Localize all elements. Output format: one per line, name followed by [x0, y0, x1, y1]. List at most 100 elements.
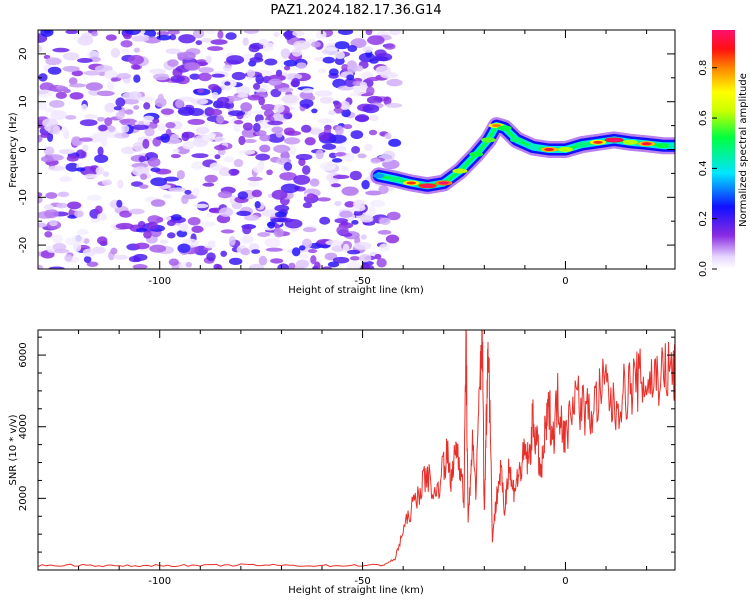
noise-blob [217, 191, 233, 199]
noise-blob [244, 214, 260, 221]
noise-blob [200, 38, 213, 43]
noise-blob [68, 83, 87, 88]
noise-blob [214, 154, 221, 160]
noise-blob [57, 191, 70, 198]
noise-blob [237, 191, 249, 200]
noise-blob [187, 118, 206, 125]
noise-blob [321, 49, 331, 54]
noise-blob [86, 261, 99, 267]
noise-blob [251, 189, 262, 198]
noise-blob [319, 216, 331, 225]
ridge-hotspot [622, 139, 638, 145]
snr-y-tick-label: 6000 [18, 342, 29, 367]
noise-blob [275, 211, 287, 218]
noise-blob [292, 30, 305, 37]
noise-blob [44, 231, 53, 238]
noise-blob [43, 209, 59, 219]
noise-blob [310, 41, 322, 48]
noise-blob [367, 35, 385, 45]
snr-y-tick-label: 2000 [18, 486, 29, 511]
noise-blob [255, 74, 264, 85]
noise-blob [388, 138, 402, 147]
noise-blob [86, 194, 102, 201]
noise-blob [143, 230, 152, 239]
noise-blob [119, 210, 132, 218]
noise-blob [142, 138, 150, 149]
ridge-outer-band [370, 117, 675, 195]
noise-blob [194, 203, 209, 209]
noise-blob [331, 158, 343, 163]
noise-blob [207, 46, 224, 52]
noise-blob [75, 167, 86, 172]
noise-blob [191, 161, 204, 170]
noise-blob [365, 190, 383, 196]
noise-blob [182, 131, 195, 139]
noise-blob [248, 263, 265, 269]
noise-blob [260, 103, 277, 111]
noise-blob [62, 65, 80, 72]
noise-blob [242, 225, 252, 235]
noise-blob [69, 92, 84, 100]
noise-blob [182, 141, 195, 150]
noise-blob [185, 261, 193, 268]
noise-blob [284, 219, 303, 229]
noise-blob [319, 96, 334, 104]
noise-blob [238, 135, 246, 146]
noise-blob [242, 37, 249, 46]
noise-blob [301, 88, 314, 94]
noise-blob [335, 145, 347, 153]
noise-blob [220, 250, 228, 257]
noise-blob [214, 144, 227, 151]
noise-blob [83, 70, 101, 76]
ridge-hotspot [526, 144, 540, 150]
noise-blob [362, 46, 374, 53]
noise-blob [366, 86, 375, 96]
noise-blob [38, 264, 44, 269]
noise-blob [243, 30, 259, 34]
noise-blob [163, 215, 172, 221]
colorbar-tick-label: 0.8 [698, 60, 709, 76]
noise-blob [220, 229, 235, 234]
noise-blob [131, 35, 150, 42]
noise-blob [247, 94, 261, 101]
noise-blob [243, 139, 257, 144]
noise-blob [119, 119, 131, 124]
noise-blob [284, 73, 303, 81]
noise-blob [386, 78, 403, 87]
colorbar: 0.0 0.2 0.4 0.6 0.8 Normalized spectral ampl… [698, 30, 749, 277]
noise-blob [368, 129, 378, 136]
noise-blob [40, 155, 54, 163]
noise-blob [94, 154, 109, 163]
noise-blob [216, 102, 231, 109]
noise-blob [48, 266, 65, 269]
noise-blob [248, 44, 260, 53]
noise-blob [321, 266, 333, 269]
noise-blob [132, 264, 148, 269]
noise-blob [133, 74, 141, 83]
noise-blob [177, 243, 191, 254]
noise-blob [366, 95, 383, 105]
noise-blob [214, 136, 226, 143]
noise-blob [280, 48, 291, 59]
noise-blob [283, 65, 291, 71]
ridge-hotspot [497, 125, 512, 131]
noise-blob [83, 256, 92, 264]
noise-blob [383, 96, 392, 106]
noise-blob [204, 244, 217, 249]
spectrogram-x-ticks: -100 -50 0 [37, 30, 648, 287]
noise-blob [316, 30, 327, 40]
noise-blob [76, 57, 93, 64]
ridge-peak [641, 142, 652, 146]
noise-blob [231, 71, 246, 81]
noise-blob [64, 254, 73, 262]
noise-blob [225, 32, 237, 40]
noise-blob [233, 158, 244, 168]
noise-blob [378, 185, 389, 195]
noise-blob [204, 174, 218, 183]
noise-blob [188, 107, 204, 116]
noise-blob [133, 47, 141, 53]
colorbar-label: Normalized spectral amplitude [738, 73, 749, 227]
noise-blob [334, 101, 342, 109]
noise-blob [248, 243, 260, 252]
noise-blob [218, 207, 234, 217]
